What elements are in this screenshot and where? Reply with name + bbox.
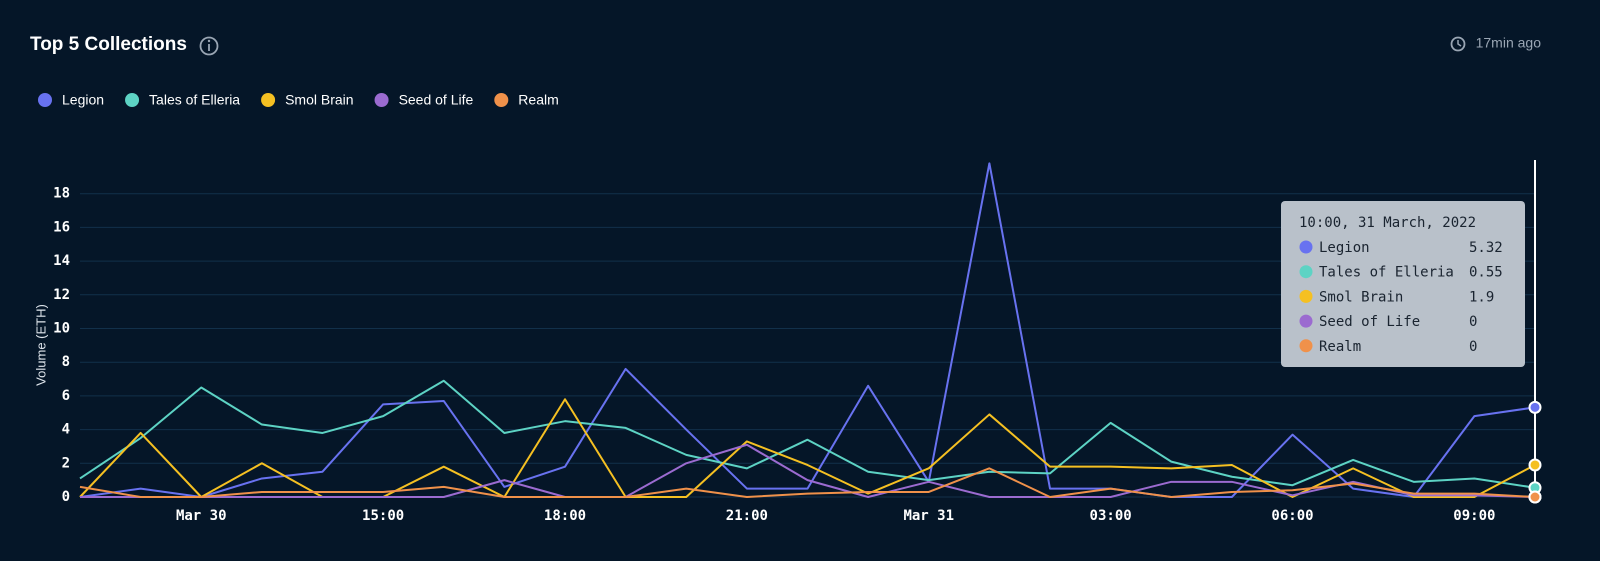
series-line [79, 467, 1536, 498]
legend-label: Tales of Elleria [149, 92, 240, 108]
legend-marker [261, 93, 276, 107]
x-tick-label: Mar 30 [176, 508, 227, 524]
y-tick-label: 0 [62, 489, 70, 505]
y-tick-label: 10 [53, 321, 70, 337]
legend-label: Legion [62, 92, 104, 108]
y-tick-label: 12 [53, 287, 70, 303]
legend-marker [374, 93, 389, 107]
x-tick-label: 15:00 [362, 508, 404, 524]
legend-label: Seed of Life [399, 92, 474, 108]
x-tick-label: 21:00 [726, 508, 768, 524]
tooltip-name: Seed of Life [1319, 314, 1420, 330]
tooltip-name: Tales of Elleria [1319, 265, 1454, 281]
tooltip-title: 10:00, 31 March, 2022 [1299, 215, 1476, 231]
y-tick-label: 2 [62, 455, 70, 471]
y-tick-label: 8 [62, 354, 70, 370]
tooltip-box [1281, 201, 1525, 367]
clock-icon [1450, 36, 1466, 52]
hover-point [1528, 458, 1542, 472]
legend-marker [125, 93, 140, 107]
y-tick-label: 16 [53, 219, 70, 235]
series-line [79, 379, 1536, 489]
y-axis-label: Volume (ETH) [33, 304, 48, 386]
y-tick-label: 6 [62, 388, 70, 404]
series-line [80, 443, 1536, 498]
tooltip: 10:00, 31 March, 2022 Legion 5.32 Tales of … [1281, 201, 1525, 367]
x-tick-label: 06:00 [1271, 508, 1313, 524]
tooltip-value: 0.55 [1469, 265, 1503, 281]
tooltip-name: Legion [1319, 240, 1370, 256]
hover-point [1528, 400, 1542, 414]
y-tick-label: 18 [53, 186, 70, 202]
tooltip-value: 1.9 [1469, 289, 1494, 305]
tooltip-value: 0 [1469, 314, 1477, 330]
chart-title: Top 5 Collections [30, 34, 187, 55]
tooltip-name: Smol Brain [1319, 289, 1403, 305]
tooltip-marker [1299, 289, 1313, 303]
x-tick-label: 03:00 [1090, 508, 1132, 524]
tooltip-marker [1299, 265, 1313, 279]
info-icon[interactable] [199, 36, 219, 56]
legend-marker [494, 93, 509, 107]
updated-time: 17min ago [1476, 35, 1542, 51]
hover-point [1528, 490, 1542, 504]
legend-marker [38, 93, 52, 107]
tooltip-marker [1299, 339, 1313, 353]
legend-label: Realm [518, 92, 558, 108]
y-tick-label: 14 [53, 253, 70, 269]
legend-label: Smol Brain [285, 92, 353, 108]
x-tick-label: Mar 31 [903, 508, 954, 524]
tooltip-value: 5.32 [1469, 240, 1503, 256]
tooltip-marker [1299, 314, 1313, 328]
tooltip-value: 0 [1469, 339, 1477, 355]
tooltip-marker [1299, 240, 1313, 254]
x-tick-label: 09:00 [1453, 508, 1495, 524]
tooltip-name: Realm [1319, 339, 1361, 355]
y-tick-label: 4 [62, 422, 70, 438]
series-line [79, 162, 1536, 498]
x-tick-label: 18:00 [544, 508, 586, 524]
